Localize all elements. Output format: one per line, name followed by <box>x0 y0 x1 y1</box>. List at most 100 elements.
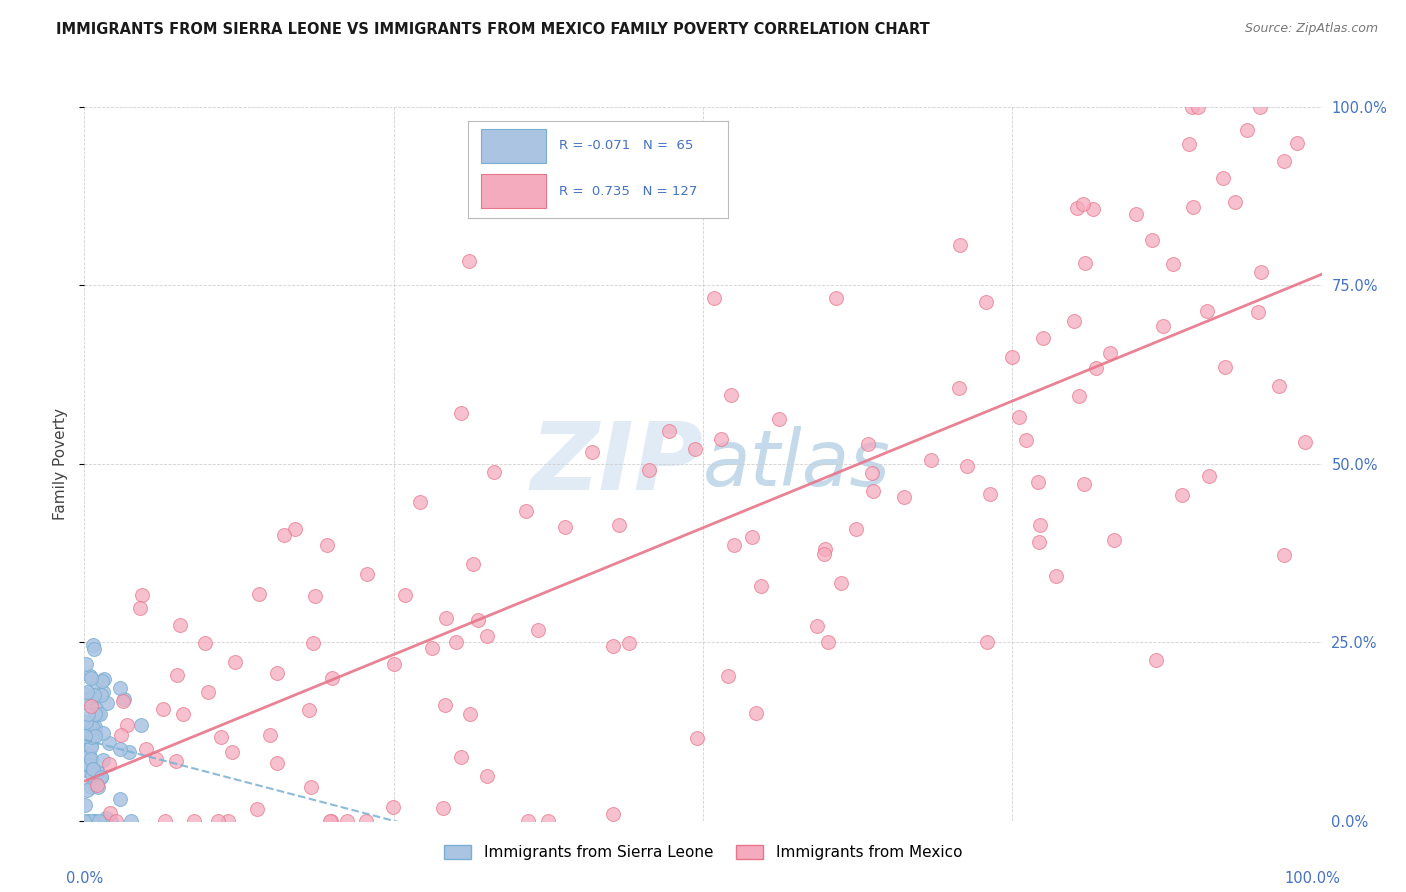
Legend: Immigrants from Sierra Leone, Immigrants from Mexico: Immigrants from Sierra Leone, Immigrants… <box>437 839 969 866</box>
Point <box>1045 568 1067 582</box>
Point <box>444 635 467 649</box>
Point <box>77 758 100 772</box>
Point <box>617 636 640 650</box>
Point <box>84 729 107 743</box>
Point <box>266 756 288 770</box>
Point <box>554 520 576 534</box>
Point <box>110 728 132 742</box>
Point <box>80 780 103 794</box>
Point <box>409 494 432 508</box>
Point <box>813 547 835 561</box>
Point <box>1144 653 1167 667</box>
Point <box>82 690 104 705</box>
Point <box>1032 331 1054 345</box>
Point <box>77 757 100 772</box>
Point <box>108 791 131 805</box>
Point <box>115 717 138 731</box>
Point <box>745 706 768 720</box>
Point <box>172 706 194 721</box>
Point <box>1180 100 1202 114</box>
Point <box>1247 305 1270 319</box>
Point <box>91 753 114 767</box>
Point <box>1236 123 1258 137</box>
Point <box>82 762 104 776</box>
Point <box>319 814 342 828</box>
Point <box>686 731 709 746</box>
Point <box>80 698 103 713</box>
Point <box>79 748 101 763</box>
Point <box>450 406 472 420</box>
Point <box>526 623 548 637</box>
Point <box>717 669 740 683</box>
Point <box>80 739 103 754</box>
Point <box>104 814 127 828</box>
Point <box>434 611 457 625</box>
Point <box>75 714 97 729</box>
Point <box>112 692 135 706</box>
Point <box>315 538 337 552</box>
Point <box>97 736 120 750</box>
Point <box>82 762 104 776</box>
Point <box>221 745 243 759</box>
Point <box>91 673 114 688</box>
Point <box>183 814 205 828</box>
Point <box>845 521 868 535</box>
Point <box>86 778 108 792</box>
Point <box>1268 379 1291 393</box>
Point <box>450 749 472 764</box>
Point <box>475 769 498 783</box>
Point <box>131 588 153 602</box>
Point <box>84 702 107 716</box>
Point <box>825 291 848 305</box>
Point <box>246 802 269 816</box>
Point <box>703 291 725 305</box>
Point <box>83 724 105 739</box>
Point <box>273 528 295 542</box>
Point <box>1125 207 1147 221</box>
Point <box>482 465 505 479</box>
Point <box>382 657 405 671</box>
Point <box>710 432 733 446</box>
Point <box>84 675 107 690</box>
Point <box>75 719 97 733</box>
Point <box>475 630 498 644</box>
Point <box>96 696 118 710</box>
Point <box>602 639 624 653</box>
Bar <box>481 174 546 208</box>
Point <box>89 707 111 722</box>
Point <box>75 764 97 778</box>
Point <box>741 530 763 544</box>
Point <box>73 814 96 828</box>
Point <box>1001 350 1024 364</box>
Point <box>893 490 915 504</box>
Point <box>83 642 105 657</box>
Point <box>720 387 742 401</box>
Point <box>1026 475 1049 489</box>
Point <box>458 253 481 268</box>
Point <box>304 589 326 603</box>
Point <box>129 718 152 732</box>
Point <box>80 738 103 752</box>
Point <box>90 770 112 784</box>
Point <box>197 685 219 699</box>
Point <box>817 635 839 649</box>
Text: 100.0%: 100.0% <box>1284 871 1340 886</box>
Point <box>76 814 98 828</box>
Bar <box>481 129 546 162</box>
Point <box>82 721 104 735</box>
Point <box>84 720 107 734</box>
Point <box>602 807 624 822</box>
Point <box>86 764 108 779</box>
Y-axis label: Family Poverty: Family Poverty <box>52 408 67 520</box>
Point <box>1212 171 1234 186</box>
Point <box>515 503 537 517</box>
Point <box>814 541 837 556</box>
Point <box>98 805 121 820</box>
Point <box>108 681 131 696</box>
Point <box>1073 477 1095 491</box>
Point <box>90 689 112 703</box>
Point <box>581 445 603 459</box>
Point <box>152 702 174 716</box>
Point <box>1067 389 1090 403</box>
Point <box>77 725 100 739</box>
